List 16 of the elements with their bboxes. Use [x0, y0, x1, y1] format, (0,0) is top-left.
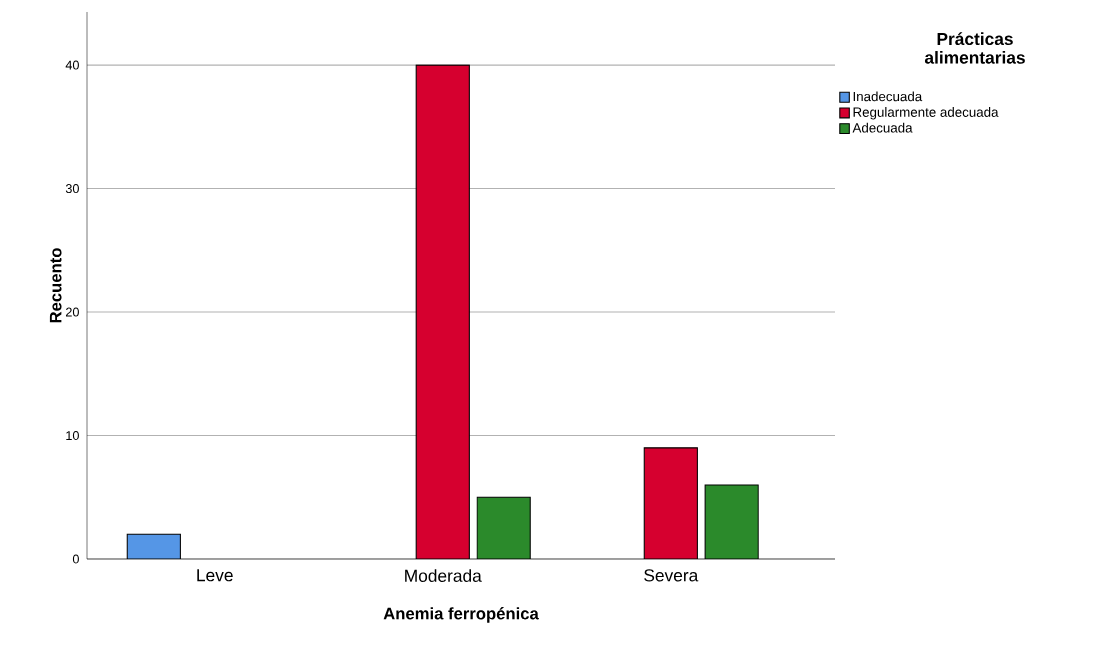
bar	[704, 484, 759, 559]
x-tick-label: Severa	[644, 569, 699, 582]
x-tick-label: Moderada	[405, 569, 482, 582]
y-axis-title: Recuento	[49, 248, 62, 323]
bar	[476, 496, 531, 559]
x-axis-title: Anemia ferropénica	[383, 607, 539, 623]
y-tick-label: 20	[65, 307, 79, 317]
legend-label: Regularmente adecuada	[853, 107, 999, 120]
y-tick-label: 0	[72, 554, 79, 564]
y-tick-label: 30	[65, 184, 79, 194]
y-tick-label: 40	[65, 60, 79, 70]
legend-label: Inadecuada	[853, 91, 923, 102]
x-tick-label: Leve	[197, 569, 233, 582]
legend-title: Prácticas alimentarias	[924, 32, 1025, 64]
y-tick-label: 10	[66, 431, 79, 441]
legend-label: Adecuada	[852, 122, 913, 133]
